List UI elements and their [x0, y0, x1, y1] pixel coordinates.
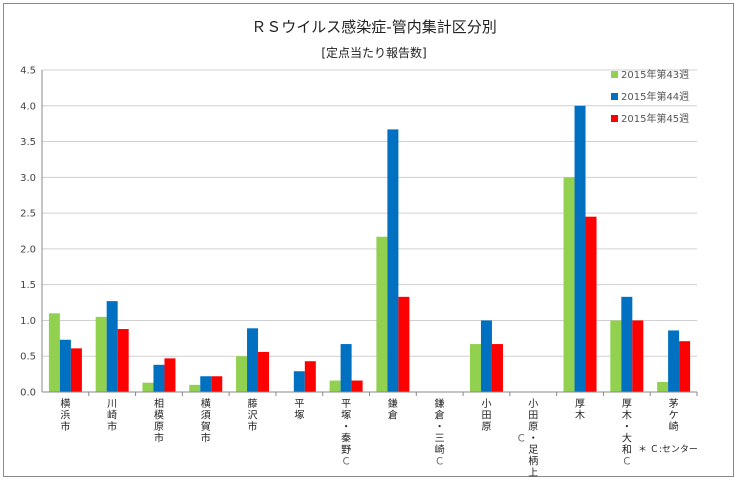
category-center-mark: Ｃ	[341, 457, 351, 468]
bar	[236, 356, 248, 392]
bar	[657, 381, 669, 392]
bar	[632, 320, 644, 392]
bar	[574, 105, 586, 393]
bar	[610, 320, 622, 392]
category-label: 横浜市	[60, 397, 70, 433]
bar	[668, 330, 680, 392]
y-tick-label: 4.5	[20, 66, 36, 77]
legend-swatch	[611, 115, 618, 122]
bar	[258, 351, 270, 392]
category-label: 茅ケ崎	[669, 398, 679, 433]
bar	[491, 344, 503, 392]
bar	[304, 361, 316, 392]
x-axis: 横浜市川崎市相模原市横須賀市藤沢市平塚平塚・秦野Ｃ鎌倉鎌倉・三崎Ｃ小田原小田原・…	[42, 391, 698, 478]
y-tick-label: 1.0	[20, 316, 36, 327]
rs-virus-bar-chart: ＲＳウイルス感染症-管内集計区分別 [定点当たり報告数] 0.0 0.5 1.0 1.…	[20, 18, 698, 478]
legend-swatch	[611, 71, 618, 78]
bar	[679, 341, 691, 392]
bar	[563, 177, 575, 392]
category-label: 平塚	[294, 399, 304, 422]
legend: 2015年第43週 2015年第44週 2015年第45週	[611, 68, 689, 125]
category-label: 鎌倉	[388, 397, 398, 422]
bar-series	[48, 105, 691, 393]
bar	[200, 376, 212, 392]
y-tick-label: 2.0	[20, 244, 36, 255]
bar	[293, 371, 305, 392]
bar	[48, 313, 60, 392]
category-label: 相模原市	[154, 397, 164, 445]
bar	[142, 382, 154, 392]
y-tick-label: 2.5	[20, 209, 36, 220]
chart-frame: ＲＳウイルス感染症-管内集計区分別 [定点当たり報告数] 0.0 0.5 1.0 1.…	[3, 3, 734, 478]
category-label: 藤沢市	[248, 398, 258, 433]
chart-title: ＲＳウイルス感染症-管内集計区分別	[251, 18, 496, 36]
legend-swatch	[611, 93, 618, 100]
legend-label: 2015年第43週	[621, 68, 689, 81]
bar	[376, 236, 388, 392]
category-center-mark: Ｃ	[622, 457, 632, 468]
category-label: 川崎市	[107, 399, 117, 433]
y-tick-label: 3.5	[20, 137, 36, 148]
bar	[387, 129, 399, 392]
category-center-mark: Ｃ	[435, 457, 445, 468]
y-tick-label: 1.5	[20, 280, 36, 291]
bar	[351, 380, 363, 392]
y-tick-label: 0.0	[20, 388, 36, 399]
bar	[469, 344, 481, 392]
bar	[164, 358, 176, 392]
category-center-mark: Ｃ	[516, 434, 526, 445]
bar	[189, 384, 201, 392]
category-label: 小田原	[481, 398, 491, 433]
legend-label: 2015年第44週	[621, 90, 689, 103]
y-tick-label: 3.0	[20, 173, 36, 184]
bar	[153, 364, 165, 392]
bar	[211, 376, 223, 392]
bar	[340, 344, 352, 392]
chart-subtitle: [定点当たり報告数]	[321, 45, 426, 60]
category-label: 平塚・秦野	[341, 399, 351, 456]
bar	[247, 328, 259, 392]
bar	[585, 216, 597, 392]
category-label: 小田原・足柄上	[528, 398, 538, 478]
bar	[621, 296, 633, 392]
bar	[398, 296, 410, 392]
gridlines	[42, 69, 697, 393]
bar	[95, 316, 107, 392]
bar	[106, 301, 118, 392]
category-label: 厚木	[575, 398, 585, 422]
category-label: 厚木・大和	[622, 398, 632, 456]
bar	[59, 339, 71, 392]
legend-label: 2015年第45週	[621, 112, 689, 125]
category-label: 鎌倉・三崎	[435, 397, 445, 456]
footnote: ＊ Ｃ:センター	[638, 444, 698, 455]
bar	[117, 329, 129, 392]
y-tick-label: 0.5	[20, 352, 36, 363]
bar	[70, 348, 82, 392]
bar	[480, 320, 492, 392]
y-tick-label: 4.0	[20, 101, 36, 112]
bar	[329, 380, 341, 392]
category-label: 横須賀市	[201, 397, 211, 445]
y-axis: 0.0 0.5 1.0 1.5 2.0 2.5 3.0 3.5 4.0 4.5	[20, 66, 43, 399]
